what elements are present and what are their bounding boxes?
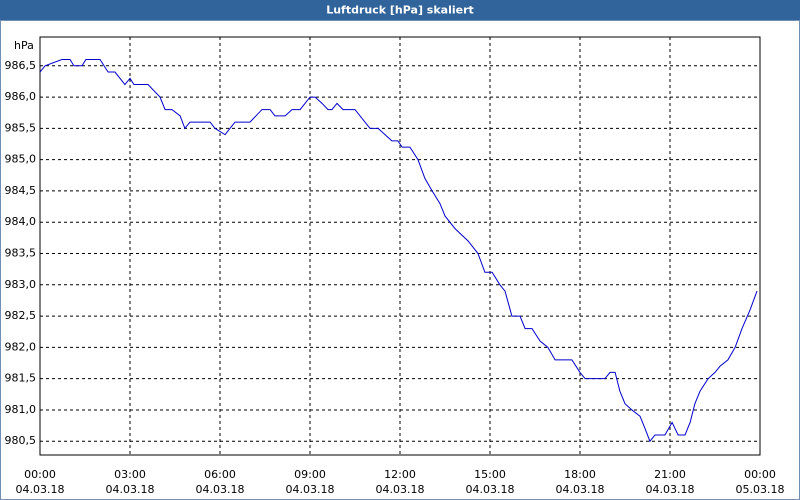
title-bar <box>0 0 800 20</box>
x-tick-label: 12:00 <box>384 468 416 481</box>
x-tick-date: 04.03.18 <box>286 483 335 496</box>
x-tick-date: 04.03.18 <box>466 483 515 496</box>
chart-title: Luftdruck [hPa] skaliert <box>326 4 474 17</box>
y-tick-label: 981,0 <box>5 403 37 416</box>
y-tick-label: 980,5 <box>5 434 37 447</box>
y-tick-label: 984,0 <box>5 215 37 228</box>
y-tick-label: 986,5 <box>5 59 37 72</box>
x-tick-date: 05.03.18 <box>736 483 785 496</box>
x-tick-date: 04.03.18 <box>646 483 695 496</box>
y-unit-label: hPa <box>14 39 34 52</box>
x-tick-date: 04.03.18 <box>376 483 425 496</box>
x-tick-label: 00:00 <box>24 468 56 481</box>
x-tick-date: 04.03.18 <box>16 483 65 496</box>
x-tick-date: 04.03.18 <box>196 483 245 496</box>
x-tick-label: 18:00 <box>564 468 596 481</box>
x-tick-label: 15:00 <box>474 468 506 481</box>
data-line <box>39 59 758 443</box>
y-tick-label: 983,0 <box>5 278 37 291</box>
x-tick-label: 03:00 <box>114 468 146 481</box>
x-tick-label: 06:00 <box>204 468 236 481</box>
y-tick-label: 985,0 <box>5 153 37 166</box>
y-tick-label: 986,0 <box>5 90 37 103</box>
y-tick-label: 983,5 <box>5 247 37 260</box>
y-tick-label: 981,5 <box>5 372 37 385</box>
y-tick-label: 982,5 <box>5 309 37 322</box>
y-tick-label: 982,0 <box>5 340 37 353</box>
x-tick-label: 00:00 <box>744 468 776 481</box>
x-tick-label: 21:00 <box>654 468 686 481</box>
y-tick-label: 984,5 <box>5 184 37 197</box>
x-tick-date: 04.03.18 <box>106 483 155 496</box>
x-tick-label: 09:00 <box>294 468 326 481</box>
y-tick-label: 985,5 <box>5 121 37 134</box>
x-tick-date: 04.03.18 <box>556 483 605 496</box>
